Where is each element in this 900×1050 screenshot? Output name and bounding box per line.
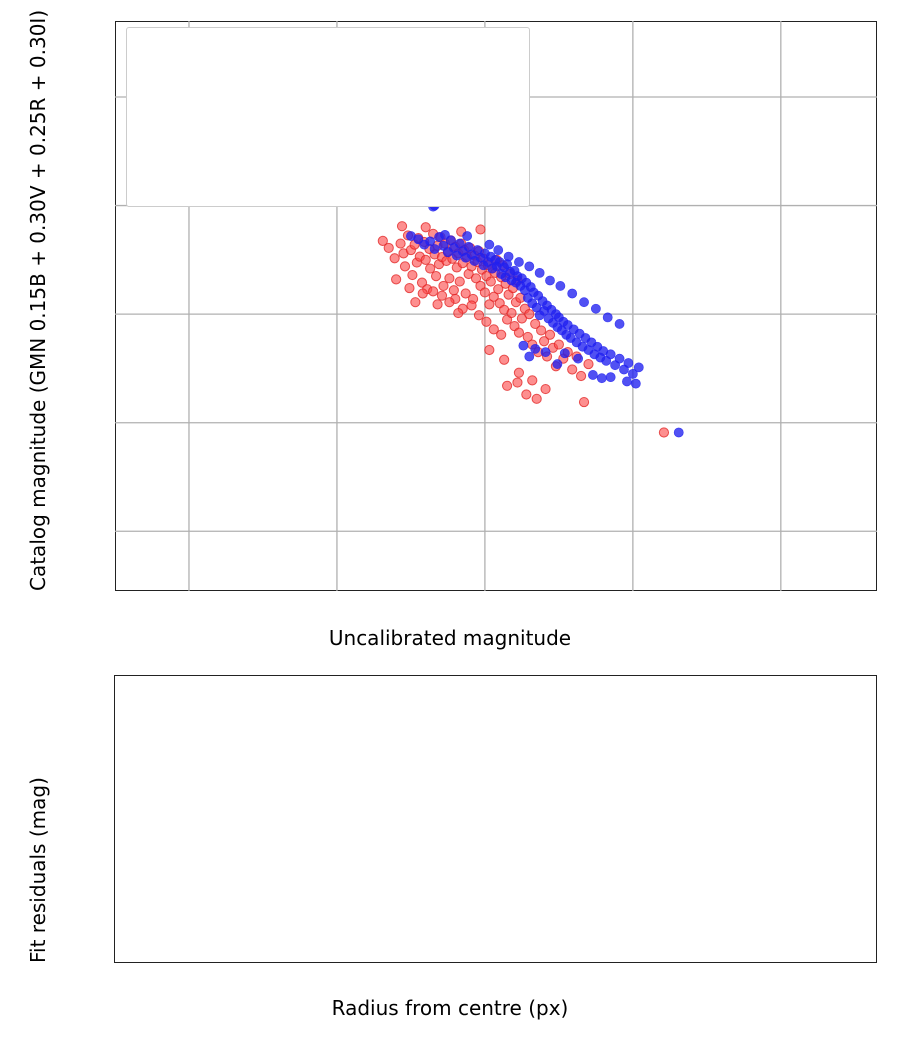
fit-residuals-axes (114, 675, 877, 963)
legend (126, 27, 530, 207)
bottom-xaxis-label: Radius from centre (px) (331, 996, 569, 1020)
bottom-yaxis-label: Fit residuals (mag) (26, 777, 50, 963)
top-xaxis-label: Uncalibrated magnitude (328, 626, 572, 650)
